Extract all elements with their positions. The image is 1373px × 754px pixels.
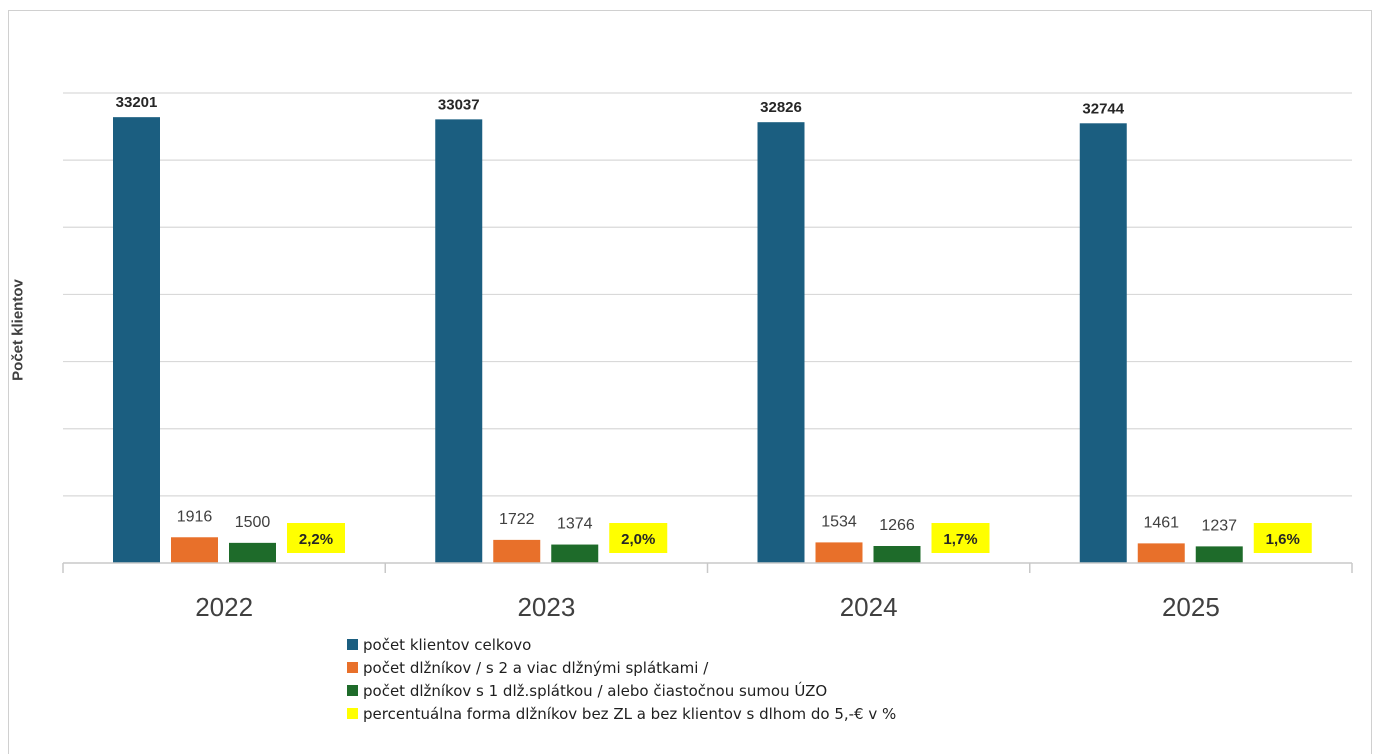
percent-label: 2,0% [621,531,655,548]
chart-frame [8,10,1372,754]
x-tick-label: 2025 [1162,592,1220,622]
percent-highlight [287,523,345,553]
legend-swatch [347,685,358,696]
bar [551,544,599,563]
data-label: 1534 [821,513,857,530]
bars [113,117,1312,564]
legend-item: počet dlžníkov s 1 dlž.splátkou / alebo … [347,679,896,702]
legend-label: percentuálna forma dlžníkov bez ZL a bez… [363,704,897,723]
bar [1195,546,1243,563]
data-labels: 33201 1916 1500 2,2% 33037 1722 1374 2,0% 32826 1… [116,94,1300,548]
y-axis-label: Počet klientov [9,279,27,381]
bar [1137,543,1185,563]
data-label: 1266 [879,517,915,534]
x-tick-label: 2022 [195,592,253,622]
legend-item: percentuálna forma dlžníkov bez ZL a bez… [347,702,896,725]
percent-highlight [609,523,668,553]
top-strip [0,0,1373,10]
legend-item: počet dlžníkov / s 2 a viac dlžnými splá… [347,656,896,679]
legend: počet klientov celkovo počet dlžníkov / s… [347,633,896,725]
x-axis: 2022 2023 2024 2025 [62,562,1353,622]
data-label: 1461 [1143,514,1179,531]
percent-label: 1,6% [1266,531,1300,548]
data-label: 1500 [235,514,271,531]
bar [1079,123,1127,563]
data-label: 32744 [1082,100,1124,117]
x-tick-label: 2023 [517,592,575,622]
percent-highlight [931,523,990,553]
data-label: 1722 [499,511,535,528]
percent-label: 2,2% [299,531,333,548]
data-label: 1916 [177,508,213,525]
bar [229,542,276,563]
legend-swatch [347,662,358,673]
bar [815,542,863,563]
gridlines [63,92,1352,497]
data-label: 1374 [557,516,593,533]
data-label: 33201 [116,94,158,111]
percent-label: 1,7% [943,531,977,548]
data-label: 33037 [438,96,480,113]
bar [493,539,541,563]
legend-label: počet dlžníkov s 1 dlž.splátkou / alebo … [363,681,828,700]
legend-item: počet klientov celkovo [347,633,896,656]
data-label: 32826 [760,99,802,116]
legend-label: počet klientov celkovo [363,635,532,654]
data-label: 1237 [1201,517,1237,534]
legend-swatch [347,708,358,719]
legend-swatch [347,639,358,650]
bar [171,537,218,563]
percent-highlight [1253,523,1312,553]
bar [757,122,805,563]
legend-label: počet dlžníkov / s 2 a viac dlžnými splá… [363,658,709,677]
bar [873,545,921,563]
x-tick-label: 2024 [840,592,898,622]
bar [435,119,483,563]
bar [113,117,160,564]
